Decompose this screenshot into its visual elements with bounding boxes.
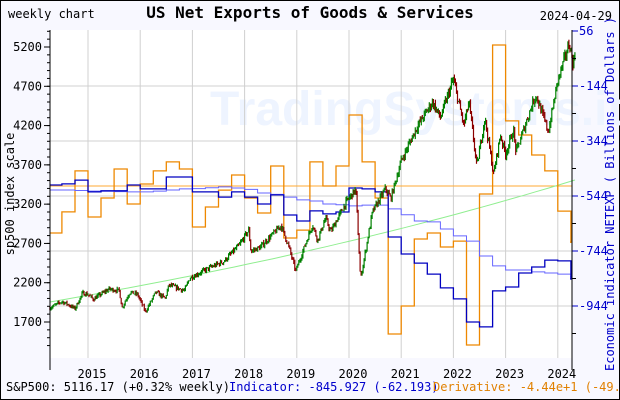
footer-derivative: Derivative: -4.44e+1 (-49.555): [433, 380, 620, 394]
plot-area: [50, 30, 572, 358]
indicator-average-line: [50, 186, 572, 278]
right-tick-label: -544: [579, 189, 608, 203]
right-tick-label: -744: [579, 244, 608, 258]
chart-date: 2024-04-29: [540, 9, 612, 23]
x-tick-label: 2015: [78, 367, 107, 381]
right-tick-label: -344: [579, 134, 608, 148]
left-tick-label: 1700: [13, 315, 42, 329]
indicator-line: [50, 176, 572, 328]
x-tick-label: 2018: [234, 367, 263, 381]
derivative-line: [50, 44, 572, 346]
footer-indicator: Indicator: -845.927 (-62.193): [229, 380, 439, 394]
left-tick-label: 3200: [13, 197, 42, 211]
chart-title: US Net Exports of Goods & Services: [146, 3, 474, 22]
left-tick-label: 3700: [13, 158, 42, 172]
footer-sp500: S&P500: 5116.17 (+0.32% weekly): [6, 380, 230, 394]
left-tick-label: 4200: [13, 119, 42, 133]
axes: 2015 2016 2017 2018 2019 2020 2021 2022 2023 2024…: [13, 24, 608, 381]
series-layer: [49, 39, 576, 346]
x-tick-label: 2024: [547, 367, 576, 381]
x-tick-label: 2022: [443, 367, 472, 381]
x-tick-label: 2017: [182, 367, 211, 381]
right-tick-label: -144: [579, 79, 608, 93]
x-tick-label: 2023: [495, 367, 524, 381]
sp500-trend-line: [49, 179, 576, 303]
x-tick-label: 2016: [130, 367, 159, 381]
left-tick-label: 2200: [13, 276, 42, 290]
grid: [50, 30, 572, 358]
chart-type-label: weekly chart: [8, 7, 95, 21]
left-axis-label: sp500 index scale: [3, 133, 17, 256]
x-tick-label: 2020: [339, 367, 368, 381]
x-tick-label: 2019: [286, 367, 315, 381]
left-tick-label: 2700: [13, 236, 42, 250]
right-axis-label: Economic indicator NETEXP ( Billions of …: [603, 17, 617, 371]
left-tick-label: 5200: [13, 40, 42, 54]
left-tick-label: 4700: [13, 79, 42, 93]
right-tick-label: -944: [579, 299, 608, 313]
x-tick-label: 2021: [391, 367, 420, 381]
right-tick-label: 56: [579, 24, 593, 38]
